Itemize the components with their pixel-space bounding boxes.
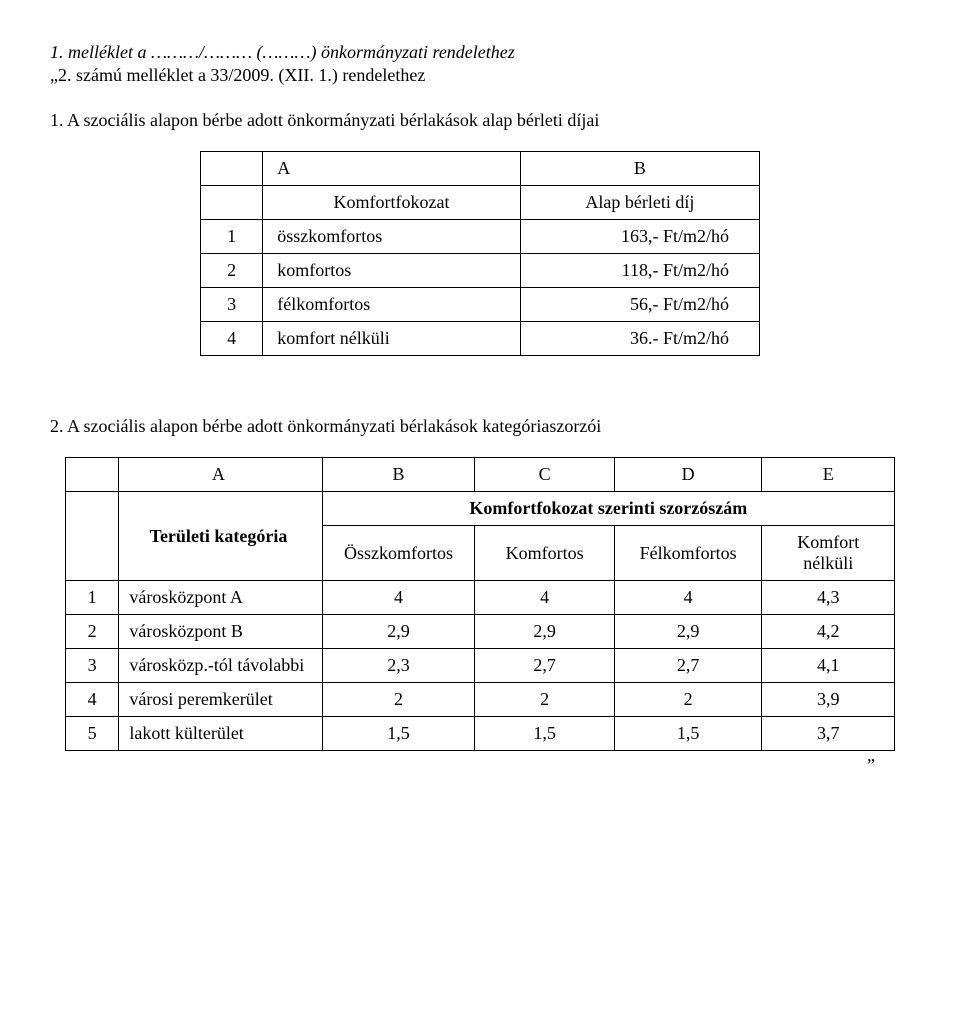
table-row: Területi kategória Komfortfokozat szerin…	[66, 492, 895, 526]
multiplier-value: 2	[614, 683, 762, 717]
table-row: Komfortfokozat Alap bérleti díj	[201, 186, 760, 220]
area-name: lakott külterület	[119, 717, 322, 751]
table-row: 1 összkomfortos 163,- Ft/m2/hó	[201, 220, 760, 254]
column-header-fee: Alap bérleti díj	[520, 186, 759, 220]
cell-empty	[201, 152, 263, 186]
multiplier-value: 1,5	[614, 717, 762, 751]
closing-quote: ”	[50, 755, 910, 776]
table-row: 3 városközp.-tól távolabbi 2,3 2,7 2,7 4…	[66, 649, 895, 683]
multiplier-value: 2	[475, 683, 614, 717]
table-row: A B C D E	[66, 458, 895, 492]
comfort-name: félkomfortos	[263, 288, 521, 322]
fee-value: 118,- Ft/m2/hó	[520, 254, 759, 288]
column-letter-b: B	[322, 458, 475, 492]
multiplier-value: 1,5	[322, 717, 475, 751]
fee-value: 56,- Ft/m2/hó	[520, 288, 759, 322]
cell-empty	[66, 458, 119, 492]
column-header-felkomfortos: Félkomfortos	[614, 526, 762, 581]
comfort-name: összkomfortos	[263, 220, 521, 254]
fee-value: 163,- Ft/m2/hó	[520, 220, 759, 254]
area-name: városközp.-tól távolabbi	[119, 649, 322, 683]
multiplier-value: 2,9	[322, 615, 475, 649]
column-letter-a: A	[263, 152, 521, 186]
table-row: 4 komfort nélküli 36.- Ft/m2/hó	[201, 322, 760, 356]
row-header-area-category: Területi kategória	[119, 492, 322, 581]
column-header-komfortos: Komfortos	[475, 526, 614, 581]
multiplier-value: 2	[322, 683, 475, 717]
column-letter-b: B	[520, 152, 759, 186]
table-comfort-level-fees: A B Komfortfokozat Alap bérleti díj 1 ös…	[200, 151, 760, 356]
multiplier-value: 4,1	[762, 649, 895, 683]
multiplier-value: 2,3	[322, 649, 475, 683]
table-row: A B	[201, 152, 760, 186]
header-line-1: 1. melléklet a ………/……… (………) önkormányza…	[50, 42, 910, 63]
table-category-multipliers: A B C D E Területi kategória Komfortfoko…	[65, 457, 895, 751]
column-letter-e: E	[762, 458, 895, 492]
row-number: 3	[201, 288, 263, 322]
row-number: 1	[201, 220, 263, 254]
group-header-multipliers: Komfortfokozat szerinti szorzószám	[322, 492, 894, 526]
table-row: 2 városközpont B 2,9 2,9 2,9 4,2	[66, 615, 895, 649]
table-row: 5 lakott külterület 1,5 1,5 1,5 3,7	[66, 717, 895, 751]
column-header-osszkomfortos: Összkomfortos	[322, 526, 475, 581]
section1-title: 1. A szociális alapon bérbe adott önkorm…	[50, 110, 910, 131]
column-header-comfort: Komfortfokozat	[263, 186, 521, 220]
multiplier-value: 1,5	[475, 717, 614, 751]
fee-value: 36.- Ft/m2/hó	[520, 322, 759, 356]
table-row: 4 városi peremkerület 2 2 2 3,9	[66, 683, 895, 717]
multiplier-value: 2,9	[475, 615, 614, 649]
multiplier-value: 3,9	[762, 683, 895, 717]
row-number: 4	[66, 683, 119, 717]
multiplier-value: 2,9	[614, 615, 762, 649]
column-letter-c: C	[475, 458, 614, 492]
row-number: 2	[66, 615, 119, 649]
area-name: városközpont A	[119, 581, 322, 615]
row-number: 1	[66, 581, 119, 615]
multiplier-value: 2,7	[475, 649, 614, 683]
area-name: városközpont B	[119, 615, 322, 649]
header-line-2: „2. számú melléklet a 33/2009. (XII. 1.)…	[50, 65, 910, 86]
table-row: 1 városközpont A 4 4 4 4,3	[66, 581, 895, 615]
cell-empty	[201, 186, 263, 220]
multiplier-value: 4	[475, 581, 614, 615]
column-header-komfort-nelkuli: Komfort nélküli	[762, 526, 895, 581]
column-letter-d: D	[614, 458, 762, 492]
comfort-name: komfortos	[263, 254, 521, 288]
multiplier-value: 4,3	[762, 581, 895, 615]
cell-empty	[66, 492, 119, 581]
row-number: 2	[201, 254, 263, 288]
multiplier-value: 4	[322, 581, 475, 615]
row-number: 4	[201, 322, 263, 356]
multiplier-value: 3,7	[762, 717, 895, 751]
table-row: 3 félkomfortos 56,- Ft/m2/hó	[201, 288, 760, 322]
section2-title: 2. A szociális alapon bérbe adott önkorm…	[50, 416, 910, 437]
multiplier-value: 2,7	[614, 649, 762, 683]
comfort-name: komfort nélküli	[263, 322, 521, 356]
multiplier-value: 4,2	[762, 615, 895, 649]
area-name: városi peremkerület	[119, 683, 322, 717]
multiplier-value: 4	[614, 581, 762, 615]
table-row: 2 komfortos 118,- Ft/m2/hó	[201, 254, 760, 288]
row-number: 3	[66, 649, 119, 683]
row-number: 5	[66, 717, 119, 751]
column-letter-a: A	[119, 458, 322, 492]
